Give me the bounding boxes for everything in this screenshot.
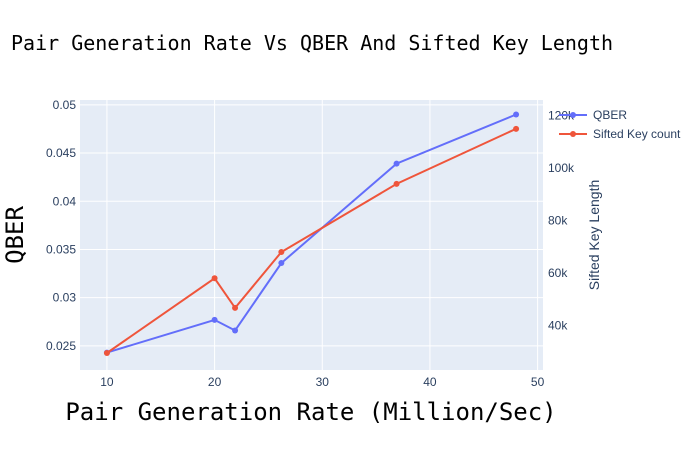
legend-label-qber: QBER — [593, 108, 627, 122]
x-axis-label: Pair Generation Rate (Million/Sec) — [65, 398, 556, 426]
data-point-sifted-key-count — [232, 304, 239, 311]
data-point-qber — [232, 327, 239, 334]
y2-tick-label: 40k — [548, 318, 568, 332]
data-point-qber — [513, 111, 520, 118]
x-tick-label: 30 — [316, 375, 330, 389]
data-point-qber — [278, 259, 285, 266]
y2-tick-label: 100k — [548, 161, 575, 175]
data-point-sifted-key-count — [211, 275, 218, 282]
chart-title: Pair Generation Rate Vs QBER And Sifted … — [11, 31, 613, 55]
y2-tick-label: 60k — [548, 266, 568, 280]
legend: QBER Sifted Key count — [559, 108, 681, 141]
x-tick-label: 40 — [423, 375, 437, 389]
data-point-sifted-key-count — [393, 180, 400, 187]
legend-marker-sifted-key-count — [570, 131, 576, 137]
data-point-sifted-key-count — [513, 125, 520, 132]
y-tick-label: 0.035 — [46, 242, 76, 256]
y2-axis-label: Sifted Key Length — [586, 180, 602, 291]
y-axis-label: QBER — [1, 206, 29, 264]
x-ticks: 10 20 30 40 50 — [100, 375, 544, 389]
y-tick-label: 0.04 — [53, 194, 77, 208]
x-tick-label: 50 — [531, 375, 545, 389]
legend-marker-qber — [570, 112, 576, 118]
x-tick-label: 20 — [208, 375, 222, 389]
y-tick-label: 0.05 — [53, 98, 77, 112]
legend-label-sifted-key-count: Sifted Key count — [593, 127, 681, 141]
y-ticks: 0.025 0.03 0.035 0.04 0.045 0.05 — [46, 98, 76, 353]
y-tick-label: 0.03 — [53, 291, 77, 305]
series-line-qber — [106, 113, 517, 354]
y2-tick-label: 80k — [548, 214, 568, 228]
data-point-sifted-key-count — [103, 349, 110, 356]
y-tick-label: 0.025 — [46, 339, 76, 353]
series-line-sifted-key-count — [106, 127, 517, 354]
data-point-qber — [393, 160, 400, 167]
y-tick-label: 0.045 — [46, 146, 76, 160]
data-point-qber — [211, 316, 218, 323]
series-layer — [103, 111, 520, 356]
x-tick-label: 10 — [100, 375, 114, 389]
data-point-sifted-key-count — [278, 249, 285, 256]
